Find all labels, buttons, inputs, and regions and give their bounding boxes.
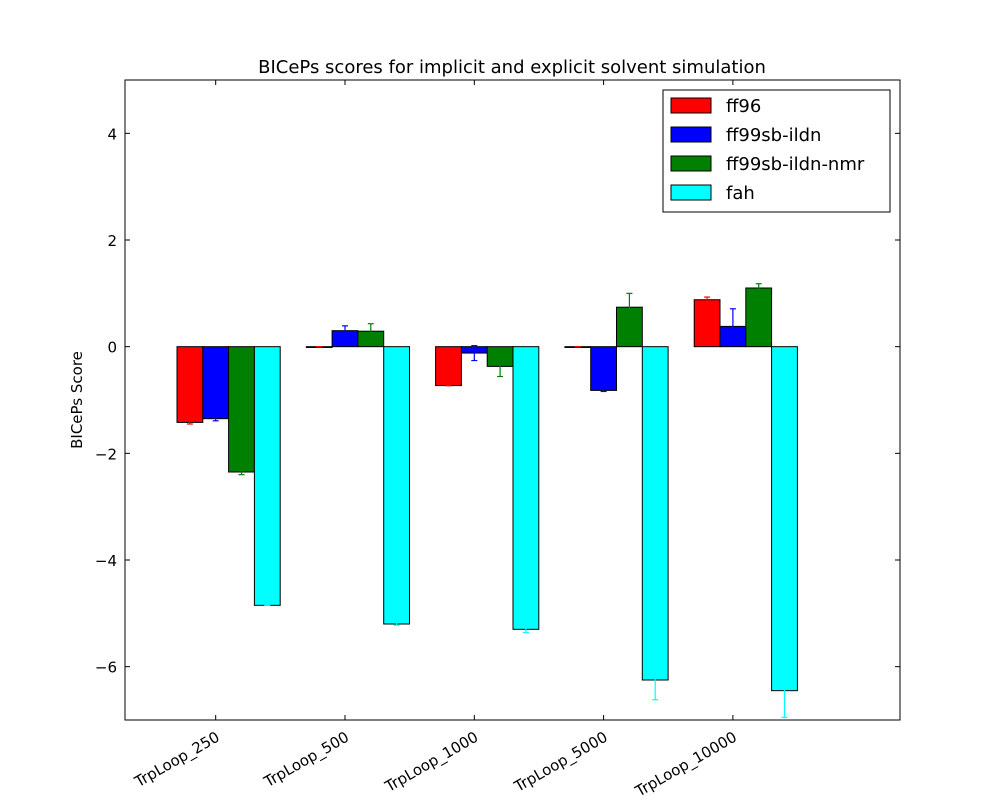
legend-label-ff96: ff96 xyxy=(726,96,761,117)
bar-ff99sb-ildn-nmr-TrpLoop_250 xyxy=(228,346,255,473)
error-bar-ff99sb-ildn-TrpLoop_10000 xyxy=(729,308,736,345)
bar-fah-TrpLoop_5000 xyxy=(641,346,669,681)
bar-ff96-TrpLoop_1000 xyxy=(435,346,462,387)
y-axis-label: BICePs Score xyxy=(68,351,86,449)
error-bars xyxy=(186,283,788,718)
plot-frame xyxy=(124,79,901,721)
bars xyxy=(176,287,798,692)
error-bar-ff99sb-ildn-TrpLoop_250 xyxy=(212,415,219,422)
bar-fah-TrpLoop_1000 xyxy=(512,346,540,630)
y-tick-label: −4 xyxy=(95,552,117,570)
bar-ff99sb-ildn-nmr-TrpLoop_10000 xyxy=(745,287,773,348)
error-bar-ff99sb-ildn-TrpLoop_5000 xyxy=(600,388,607,393)
legend-swatch-ff96 xyxy=(670,97,712,114)
bar-ff96-TrpLoop_10000 xyxy=(693,299,721,348)
x-tick-label: TrpLoop_5000 xyxy=(510,728,611,797)
error-bar-ff99sb-ildn-nmr-TrpLoop_250 xyxy=(238,468,245,476)
error-bar-ff99sb-ildn-TrpLoop_500 xyxy=(342,325,348,337)
error-bar-fah-TrpLoop_500 xyxy=(393,622,400,626)
chart-title: BICePs scores for implicit and explicit … xyxy=(258,57,766,78)
bar-fah-TrpLoop_10000 xyxy=(771,346,798,692)
error-bar-ff99sb-ildn-nmr-TrpLoop_10000 xyxy=(755,283,762,293)
error-bar-ff99sb-ildn-TrpLoop_1000 xyxy=(471,345,478,362)
legend: ff96 ff99sb-ildn ff99sb-ildn-nmr fah xyxy=(662,89,891,213)
y-tick-label: −6 xyxy=(95,659,117,677)
y-tick-label: 2 xyxy=(107,232,117,250)
x-tick-label: TrpLoop_500 xyxy=(260,728,352,792)
error-bar-ff99sb-ildn-nmr-TrpLoop_1000 xyxy=(497,355,504,378)
y-tick-label: 0 xyxy=(107,339,117,357)
y-tick-label: −2 xyxy=(95,445,117,463)
error-bar-fah-TrpLoop_5000 xyxy=(652,659,659,701)
legend-swatch-ff99sb-ildn-nmr xyxy=(670,155,712,172)
legend-label-fah: fah xyxy=(726,183,755,204)
error-bar-fah-TrpLoop_1000 xyxy=(522,625,529,634)
legend-swatch-ff99sb-ildn xyxy=(670,126,712,143)
error-bar-ff99sb-ildn-nmr-TrpLoop_5000 xyxy=(626,292,633,322)
error-bar-ff96-TrpLoop_10000 xyxy=(704,296,711,303)
legend-label-ff99sb-ildn-nmr: ff99sb-ildn-nmr xyxy=(726,154,865,175)
bar-ff99sb-ildn-TrpLoop_5000 xyxy=(590,346,618,391)
error-bar-fah-TrpLoop_10000 xyxy=(781,663,788,718)
x-tick-label: TrpLoop_10000 xyxy=(631,728,740,800)
bar-fah-TrpLoop_250 xyxy=(253,346,281,606)
bar-fah-TrpLoop_500 xyxy=(383,346,411,625)
error-bar-ff96-TrpLoop_250 xyxy=(186,420,193,425)
bar-ff99sb-ildn-TrpLoop_250 xyxy=(202,346,230,420)
error-bar-ff99sb-ildn-nmr-TrpLoop_500 xyxy=(367,323,374,340)
legend-swatch-fah xyxy=(670,184,712,201)
x-tick-label: TrpLoop_1000 xyxy=(381,728,482,797)
legend-label-ff99sb-ildn: ff99sb-ildn xyxy=(726,125,821,146)
x-tick-label: TrpLoop_250 xyxy=(131,728,223,792)
y-tick-label: 4 xyxy=(107,125,117,143)
bar-ff96-TrpLoop_250 xyxy=(176,346,204,423)
